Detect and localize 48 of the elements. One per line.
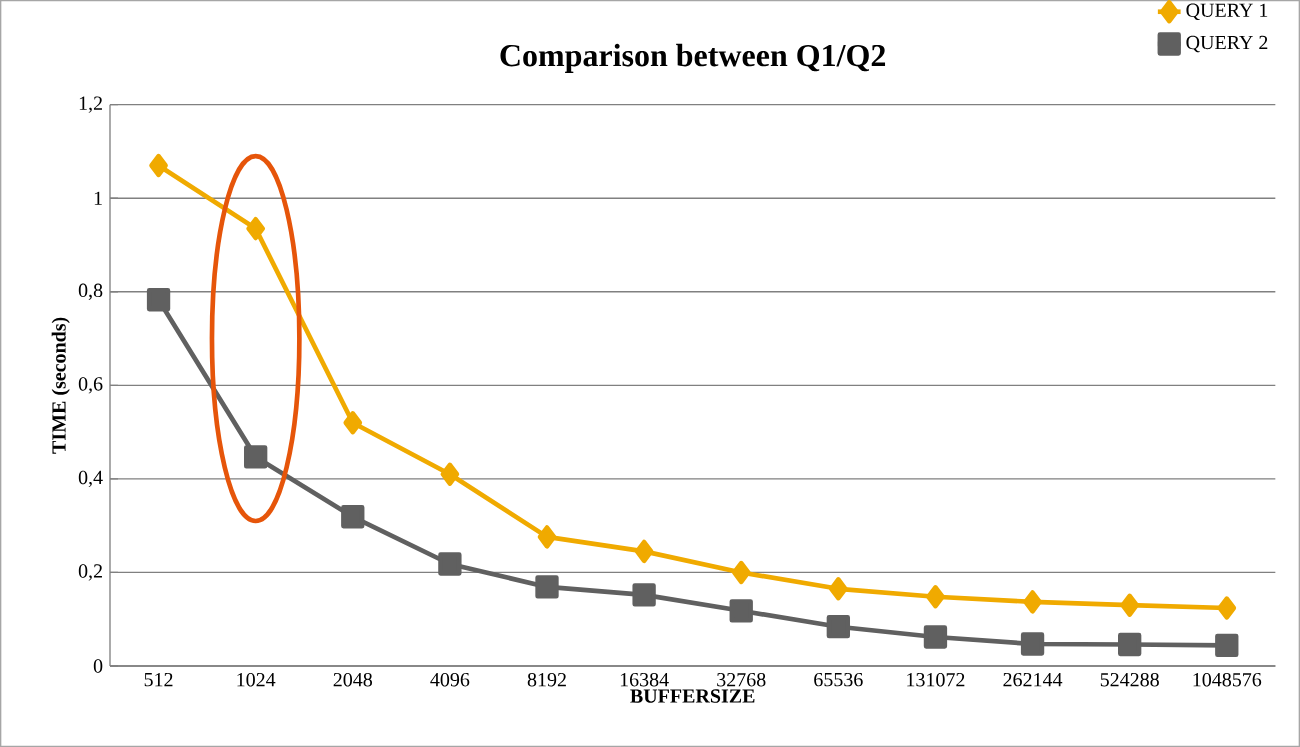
y-tick-label: 0,8 [78, 283, 103, 300]
y-tick-label: 1,2 [79, 96, 102, 113]
point [1215, 633, 1239, 658]
point [537, 525, 557, 549]
x-tick-label: 512 [144, 672, 173, 687]
y-tick-label: 0,4 [78, 470, 103, 488]
point [926, 585, 945, 609]
point [440, 462, 460, 486]
point [343, 411, 363, 435]
point [634, 539, 654, 564]
point [731, 560, 751, 585]
point [146, 288, 171, 312]
x-tick-label: 524288 [1100, 672, 1159, 687]
point [149, 153, 168, 178]
point [341, 505, 365, 529]
y-tick-label: 0 [93, 659, 103, 673]
x-tick-label: 4096 [430, 672, 470, 687]
y-axis-title: TIME (seconds) [51, 317, 70, 454]
point [535, 575, 559, 599]
point [1120, 593, 1140, 617]
x-tick-label: 262144 [1003, 672, 1063, 687]
chart-title: Comparison between Q1/Q2 [500, 43, 886, 73]
x-tick-label: 2048 [333, 672, 373, 687]
x-tick-label: 16384 [620, 672, 669, 687]
x-tick-label: 131072 [907, 672, 965, 687]
point [826, 615, 851, 639]
x-tick-label: 8192 [527, 672, 566, 687]
point [244, 445, 268, 469]
y-tick-label: 1 [94, 191, 102, 205]
point [1023, 590, 1042, 614]
point [829, 577, 848, 601]
legend-label: QUERY 1 [1186, 3, 1268, 21]
y-tick-label: 0,6 [78, 377, 103, 394]
point [923, 625, 948, 649]
point [1020, 632, 1045, 656]
point [1217, 596, 1237, 620]
x-tick-label: 65536 [814, 672, 863, 687]
x-tick-label: 1024 [237, 672, 276, 687]
point [729, 599, 753, 623]
point [1118, 632, 1142, 657]
y-tick-label: 0,2 [78, 564, 102, 581]
x-tick-label: 1048576 [1193, 672, 1262, 687]
point [632, 583, 656, 607]
legend-label: QUERY 2 [1186, 35, 1268, 53]
x-axis-title: BUFFERSIZE [630, 689, 755, 703]
point [246, 216, 266, 241]
point [438, 552, 462, 576]
x-tick-label: 32768 [717, 672, 766, 687]
